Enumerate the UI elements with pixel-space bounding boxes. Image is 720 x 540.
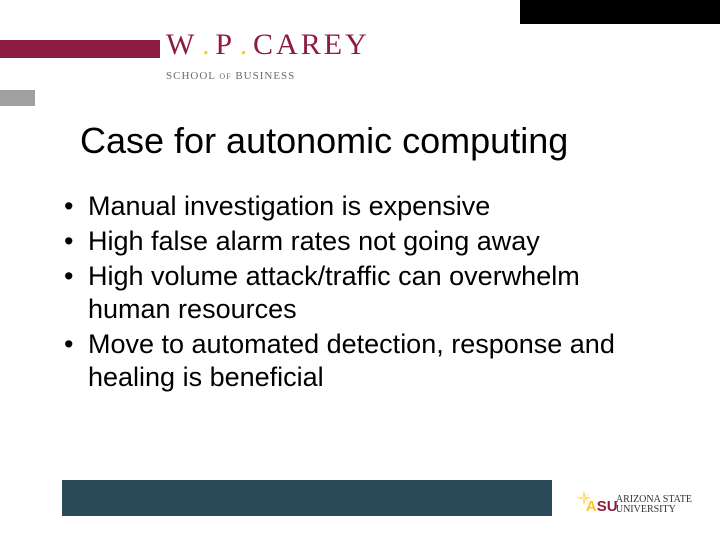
- grey-block: [0, 90, 35, 106]
- logo-dot-1: .: [202, 30, 209, 62]
- maroon-bar: [0, 40, 160, 58]
- asu-mark: ASU: [576, 490, 610, 520]
- wpcarey-logo-line: W . P . CAREY: [166, 28, 426, 62]
- top-right-block: [520, 0, 720, 24]
- bullet-list: Manual investigation is expensive High f…: [60, 190, 660, 396]
- asu-university-label: ARIZONA STATE UNIVERSITY: [616, 495, 692, 515]
- bullet-item: High false alarm rates not going away: [60, 225, 660, 258]
- wpcarey-logo: W . P . CAREY SCHOOL of BUSINESS: [166, 28, 426, 82]
- bottom-bar: [62, 480, 552, 516]
- school-subtitle-text: SCHOOL of BUSINESS: [166, 70, 295, 82]
- logo-p: P: [215, 28, 234, 62]
- asu-logo: ASU ARIZONA STATE UNIVERSITY: [576, 490, 692, 520]
- asu-line2: UNIVERSITY: [616, 505, 692, 515]
- logo-carey: CAREY: [253, 28, 370, 62]
- slide: W . P . CAREY SCHOOL of BUSINESS Case fo…: [0, 0, 720, 540]
- bullet-item: Move to automated detection, response an…: [60, 328, 660, 394]
- logo-w: W: [166, 28, 196, 62]
- asu-su: SU: [597, 498, 618, 515]
- logo-dot-2: .: [240, 30, 247, 62]
- slide-title: Case for autonomic computing: [80, 120, 660, 162]
- school-subtitle: SCHOOL of BUSINESS: [166, 70, 426, 82]
- bullet-item: Manual investigation is expensive: [60, 190, 660, 223]
- asu-a: A: [586, 498, 597, 515]
- bullet-item: High volume attack/traffic can overwhelm…: [60, 260, 660, 326]
- asu-text: ASU: [586, 498, 618, 515]
